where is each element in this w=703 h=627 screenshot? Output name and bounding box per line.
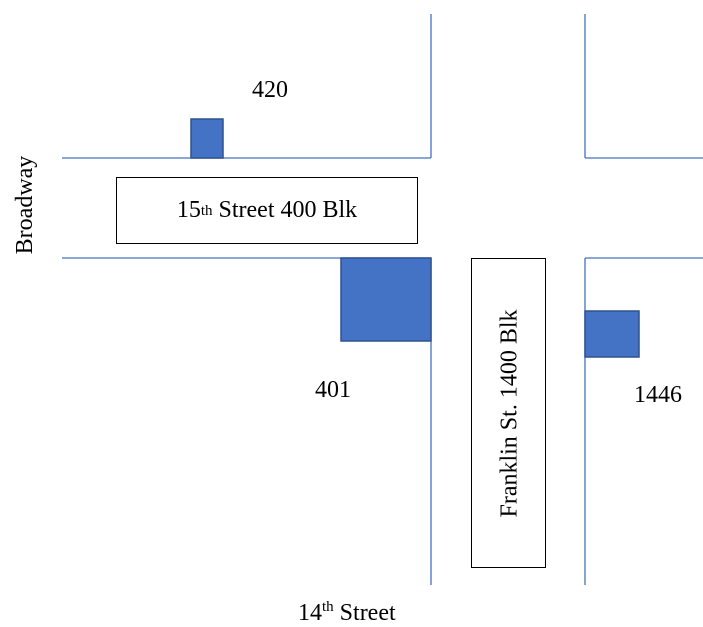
- building-number-420: 420: [252, 77, 288, 103]
- building-401: [340, 257, 432, 342]
- street-15th-rest: Street 400 Blk: [212, 197, 358, 223]
- building-420: [190, 118, 224, 159]
- street-15th-prefix: 15: [176, 197, 201, 223]
- building-1446: [584, 310, 640, 358]
- street-14th-prefix: 14: [298, 600, 322, 626]
- building-number-401: 401: [315, 377, 351, 403]
- street-14th-rest: Street: [333, 600, 396, 626]
- street-label-broadway: Broadway: [12, 155, 38, 255]
- street-franklin-name: Franklin St. 1400 Blk: [496, 309, 523, 518]
- street-14th-suffix: th: [322, 599, 334, 615]
- street-label-14th: 14th Street: [298, 599, 396, 626]
- street-label-franklin: Franklin St. 1400 Blk: [471, 258, 546, 568]
- building-number-1446: 1446: [634, 382, 682, 408]
